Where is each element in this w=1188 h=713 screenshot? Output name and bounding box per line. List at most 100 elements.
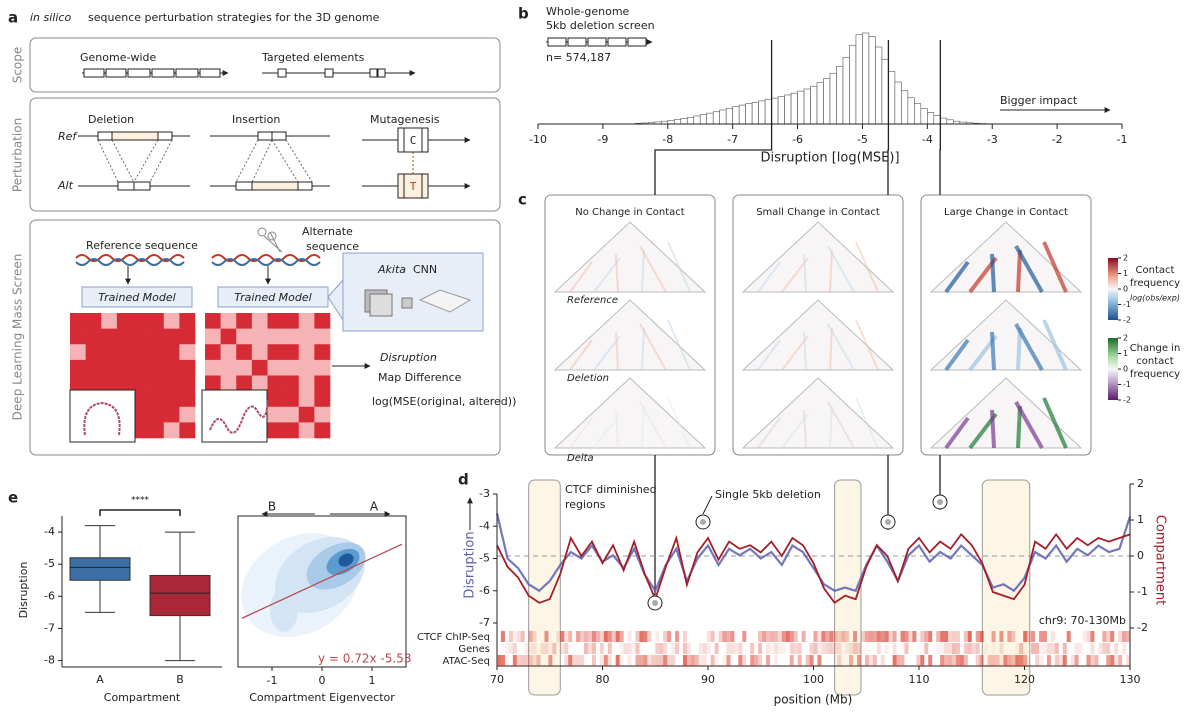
track-stripe <box>936 643 941 654</box>
stripe <box>855 241 879 293</box>
track-stripe <box>1090 643 1095 654</box>
track-stripe <box>904 631 909 642</box>
cnn-label: CNN <box>413 263 437 276</box>
track-stripe <box>1019 643 1024 654</box>
map-cell <box>163 391 180 408</box>
contact-triangle <box>553 377 707 449</box>
y-tick-label: -8 <box>44 654 55 667</box>
track-stripe <box>643 655 648 666</box>
map-cell <box>132 313 149 329</box>
track-stripe <box>1106 643 1111 654</box>
histogram-bar <box>764 99 772 125</box>
track-stripe <box>1050 631 1055 642</box>
y-tick-label: -5 <box>44 557 55 570</box>
x-tick-label: 70 <box>490 673 504 686</box>
stripe <box>781 335 809 371</box>
track-stripe <box>584 643 589 654</box>
map-cell <box>70 344 86 361</box>
track-stripe <box>864 643 869 654</box>
track-stripe <box>955 631 960 642</box>
track-stripe <box>694 655 699 666</box>
track-stripe <box>1031 631 1036 642</box>
track-stripe <box>520 631 525 642</box>
stripe <box>615 253 619 293</box>
screen-text: Reference sequence <box>86 239 198 252</box>
stripe <box>667 397 691 449</box>
track-stripe <box>975 643 980 654</box>
track-stripe <box>793 631 798 642</box>
density-contours <box>241 533 366 637</box>
track-stripe <box>544 643 549 654</box>
histogram-bar <box>797 90 805 125</box>
track-stripe <box>963 631 968 642</box>
map-cell <box>179 375 196 392</box>
track-stripe <box>671 655 676 666</box>
model-box <box>81 286 193 308</box>
y-tick-label: -7 <box>44 621 55 634</box>
map-cell <box>298 328 315 345</box>
track-stripe <box>532 655 537 666</box>
stripe <box>667 241 691 293</box>
significance-bracket <box>99 509 181 516</box>
scope-box <box>29 37 501 93</box>
track-stripe <box>975 631 980 642</box>
stripe <box>757 339 781 371</box>
map-cell <box>70 328 86 345</box>
histogram-bar <box>816 82 824 125</box>
map-cell <box>132 391 149 408</box>
track-stripe <box>580 655 585 666</box>
histogram-bar <box>881 58 889 125</box>
track-stripe <box>1023 631 1028 642</box>
track-stripe <box>1110 631 1115 642</box>
map-cell <box>267 359 284 376</box>
stripe <box>615 331 619 371</box>
cnn-pointer <box>327 278 344 322</box>
track-stripe <box>1062 655 1067 666</box>
point-callout-dot <box>652 600 658 606</box>
track-stripe <box>864 655 869 666</box>
map-cell <box>85 328 102 345</box>
colorbar-tick-label: 2 <box>1123 334 1128 343</box>
map-cell <box>220 313 237 329</box>
track-stripe <box>944 631 949 642</box>
map-cell <box>148 344 165 361</box>
track-stripe <box>924 631 929 642</box>
track-stripe <box>789 643 794 654</box>
map-cell <box>236 328 253 345</box>
track-stripe <box>1114 643 1119 654</box>
track-stripe <box>619 643 624 654</box>
subtitle: 5kb deletion screen <box>546 19 655 32</box>
track-stripe <box>928 655 933 666</box>
histogram-bar <box>940 117 948 125</box>
map-cell <box>205 344 221 361</box>
track-stripe <box>900 631 905 642</box>
track-stripe <box>560 631 565 642</box>
colorbar-tick-label: 1 <box>1123 349 1128 358</box>
map-cell <box>132 359 149 376</box>
track-stripe <box>1007 655 1012 666</box>
track-stripe <box>500 655 505 666</box>
track-stripe <box>888 631 893 642</box>
track-stripe <box>777 643 782 654</box>
contact-triangle <box>741 377 895 449</box>
screen-text: Map Difference <box>378 371 462 384</box>
scope-label: Genome-wide <box>80 51 156 64</box>
stripe <box>593 335 621 371</box>
track-stripe <box>948 655 953 666</box>
histogram-bar <box>914 103 922 125</box>
genome-box <box>547 37 567 47</box>
annotation-line <box>702 495 713 515</box>
track-stripe <box>868 631 873 642</box>
map-cell <box>236 375 253 392</box>
track-stripe <box>777 631 782 642</box>
track-stripe <box>837 643 842 654</box>
track-stripe <box>611 631 616 642</box>
track-stripe <box>504 643 509 654</box>
map-cell <box>251 344 268 361</box>
track-stripe <box>512 631 517 642</box>
map-cell <box>283 359 300 376</box>
stripe <box>569 417 593 449</box>
track-stripe <box>607 655 612 666</box>
track-stripe <box>951 631 956 642</box>
track-stripe <box>999 643 1004 654</box>
